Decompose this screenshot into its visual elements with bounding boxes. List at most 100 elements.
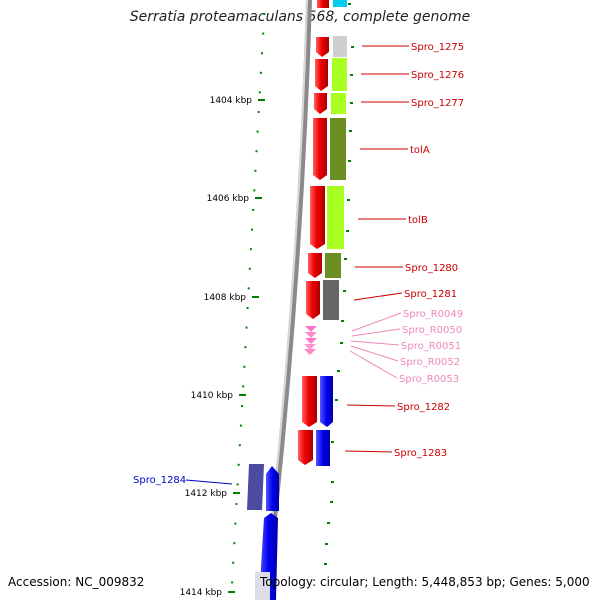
track-dot xyxy=(348,160,351,162)
track-dot xyxy=(351,46,354,48)
ruler-dot xyxy=(262,32,265,35)
ruler-dot xyxy=(235,503,238,505)
ruler-dot xyxy=(239,424,242,427)
track-dot xyxy=(347,199,350,201)
gene-label[interactable]: Spro_1280 xyxy=(405,263,458,274)
ruler-dot xyxy=(252,209,255,211)
feature-block xyxy=(255,572,270,600)
track-dot xyxy=(325,543,328,545)
track-dot xyxy=(324,563,327,565)
feature-block xyxy=(323,280,339,320)
trna-arrow xyxy=(304,344,316,350)
track-dot xyxy=(343,290,346,292)
track-dot xyxy=(346,230,349,232)
accession-text: Accession: NC_009832 xyxy=(8,575,145,589)
ruler-label: 1414 kbp xyxy=(180,588,223,598)
label-connector xyxy=(351,328,401,337)
gene-arrow xyxy=(320,376,333,427)
gene-arrow xyxy=(298,430,313,465)
ruler-tick xyxy=(239,394,246,396)
track-dot xyxy=(331,481,334,483)
gene-label[interactable]: Spro_R0049 xyxy=(403,309,463,320)
trna-arrow xyxy=(305,332,317,338)
outer-track xyxy=(324,3,354,565)
ruler-label: 1412 kbp xyxy=(185,489,228,499)
label-connectors xyxy=(185,45,409,485)
gene-label[interactable]: Spro_1281 xyxy=(404,289,457,300)
gene-label[interactable]: Spro_R0053 xyxy=(399,374,459,385)
gene-label[interactable]: tolA xyxy=(410,145,430,156)
ruler-label: 1404 kbp xyxy=(210,96,253,106)
feature-block xyxy=(331,93,346,114)
ruler-dot xyxy=(244,346,247,349)
forward-genes xyxy=(298,0,329,465)
gene-label[interactable]: Spro_1277 xyxy=(411,98,464,109)
gene-arrow xyxy=(266,466,279,511)
gene-label[interactable]: Spro_1275 xyxy=(411,42,464,53)
label-connector xyxy=(185,479,233,485)
feature-block xyxy=(330,118,346,180)
ruler-dot xyxy=(254,169,257,172)
gene-label[interactable]: Spro_1284 xyxy=(133,475,186,486)
ruler-dot xyxy=(248,267,251,270)
ruler-label: 1408 kbp xyxy=(204,293,247,303)
gene-arrow xyxy=(317,0,329,8)
track-dot xyxy=(335,399,338,401)
trna-arrow xyxy=(304,349,316,355)
gene-label[interactable]: Spro_R0051 xyxy=(401,341,461,352)
ruler-dot xyxy=(256,130,259,133)
ruler-dot xyxy=(258,91,261,94)
label-connector xyxy=(351,312,402,332)
label-connector xyxy=(349,350,398,379)
ruler-dot xyxy=(246,307,249,309)
ruler-dot xyxy=(263,13,266,15)
gene-labels: Spro_1275 Spro_1276 Spro_1277 tolA tolB Spro_… xyxy=(133,42,464,486)
ruler: 1404 kbp 1406 kbp 1408 kbp 1410 kbp 1412 kbp… xyxy=(180,96,265,598)
topology-text: Topology: circular; Length: 5,448,853 bp… xyxy=(260,575,590,589)
gene-arrow xyxy=(315,59,328,91)
track-dot xyxy=(331,441,334,443)
track-dot xyxy=(344,258,347,260)
gene-label[interactable]: Spro_1276 xyxy=(411,70,464,81)
track-dot xyxy=(349,130,352,132)
gene-label[interactable]: Spro_1282 xyxy=(397,402,450,413)
feature-track xyxy=(323,0,347,320)
ruler-dot xyxy=(249,248,252,251)
feature-block xyxy=(333,36,347,57)
label-connector xyxy=(353,292,403,301)
ruler-dot xyxy=(231,581,234,584)
ruler-dot xyxy=(241,405,243,407)
gene-arrow xyxy=(306,281,320,319)
ruler-dot xyxy=(232,561,235,564)
ruler-dot xyxy=(255,150,258,153)
track-dot xyxy=(348,3,351,5)
gene-arrow xyxy=(308,253,322,278)
ruler-dot xyxy=(236,483,239,486)
trna-arrow xyxy=(305,338,317,344)
ruler-dot xyxy=(257,111,260,113)
ruler-dot xyxy=(247,287,250,290)
track-dot xyxy=(337,370,340,372)
gene-label[interactable]: Spro_R0052 xyxy=(400,357,460,368)
ruler-tick xyxy=(258,99,265,101)
feature-block xyxy=(327,186,344,249)
gene-arrow xyxy=(316,430,330,466)
ruler-tick xyxy=(233,492,240,494)
ruler-dot xyxy=(259,71,262,74)
track-dot xyxy=(350,102,353,104)
ruler-label: 1410 kbp xyxy=(191,391,234,401)
gene-arrow xyxy=(313,118,327,180)
track-dot xyxy=(327,522,330,524)
gene-label[interactable]: Spro_R0050 xyxy=(402,325,462,336)
gene-label[interactable]: tolB xyxy=(408,215,428,226)
label-connector xyxy=(350,340,400,346)
feature-block xyxy=(333,0,347,7)
gene-label[interactable]: Spro_1283 xyxy=(394,448,447,459)
gene-arrow xyxy=(247,464,264,510)
track-dot xyxy=(340,342,343,344)
ruler-dot xyxy=(245,326,248,329)
ruler-dot xyxy=(243,365,246,368)
ruler-dot xyxy=(233,542,236,545)
